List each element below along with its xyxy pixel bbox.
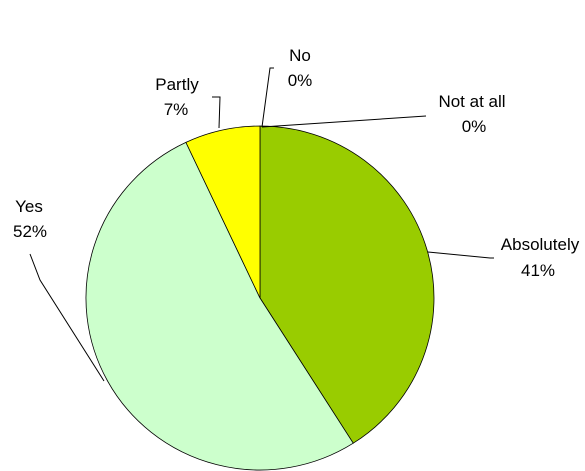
leader-lines — [29, 67, 494, 382]
pie-slice-absolutely — [259, 125, 435, 444]
slice-name-no: No — [289, 46, 311, 65]
slice-value-no: 0% — [288, 71, 313, 90]
pie-slice-yes — [85, 141, 354, 471]
slice-value-absolutely: 41% — [521, 261, 555, 280]
slice-name-not-at-all: Not at all — [438, 92, 505, 111]
slice-label-partly: Partly 7% — [155, 75, 199, 119]
slice-name-absolutely: Absolutely — [501, 235, 580, 254]
slice-label-yes: Yes 52% — [13, 197, 47, 241]
leader-line-absolutely — [427, 251, 494, 259]
slice-labels: Absolutely 41% Yes 52% Partly 7% No 0% N… — [13, 46, 580, 280]
slice-label-absolutely: Absolutely 41% — [501, 235, 580, 280]
leader-line-yes — [29, 253, 105, 382]
slice-label-no: No 0% — [288, 46, 313, 90]
slice-value-not-at-all: 0% — [462, 117, 487, 136]
slice-value-partly: 7% — [164, 100, 189, 119]
pie-slice-partly — [185, 125, 261, 299]
pie-slices — [85, 125, 435, 471]
slice-name-yes: Yes — [15, 197, 43, 216]
slice-label-not-at-all: Not at all 0% — [438, 92, 505, 136]
slice-value-yes: 52% — [13, 222, 47, 241]
leader-line-no — [261, 67, 274, 128]
leader-line-partly — [212, 96, 221, 129]
leader-line-not-at-all — [261, 115, 427, 128]
slice-name-partly: Partly — [155, 75, 199, 94]
